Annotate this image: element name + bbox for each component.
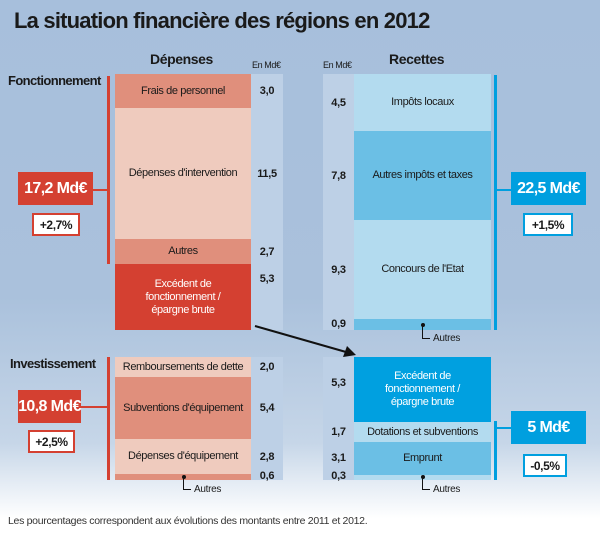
unit-label-left: En Md€ (252, 60, 281, 70)
depenses-header: Dépenses (150, 51, 213, 67)
fonct-depenses-total: 17,2 Md€ (18, 172, 93, 205)
unit-label-right: En Md€ (323, 60, 352, 70)
value: 9,3 (331, 263, 346, 276)
invest-recettes-change: -0,5% (523, 454, 567, 477)
pointer-line (422, 325, 423, 339)
investissement-label: Investissement (10, 356, 96, 371)
autres-callout: Autres (433, 333, 461, 344)
value: 2,8 (259, 450, 275, 463)
block-depenses-equipement: Dépenses d'équipement (115, 439, 251, 474)
fonct-depenses-bracket (107, 76, 110, 264)
fonct-recettes-bracket (494, 75, 497, 330)
fonct-depenses-change: +2,7% (32, 213, 80, 236)
connector (92, 189, 108, 191)
value: 5,3 (331, 377, 346, 389)
recettes-header: Recettes (389, 51, 445, 67)
value: 0,3 (331, 469, 346, 482)
value-column (251, 357, 283, 480)
value: 4,5 (331, 96, 346, 109)
value: 0,6 (259, 469, 275, 482)
fonct-recettes-change: +1,5% (523, 213, 573, 236)
pointer-line (422, 338, 430, 339)
pointer-dot (182, 475, 186, 479)
value: 7,8 (331, 169, 346, 182)
footnote: Les pourcentages correspondent aux évolu… (8, 515, 368, 527)
invest-depenses-total: 10,8 Md€ (18, 390, 81, 423)
value-column (251, 74, 283, 330)
block-depenses-intervention: Dépenses d'intervention (115, 108, 251, 239)
value: 2,0 (259, 361, 275, 373)
value: 0,9 (331, 317, 346, 330)
pointer-dot (421, 475, 425, 479)
pointer-dot (421, 323, 425, 327)
block-subventions-equipement: Subventions d'équipement (115, 377, 251, 439)
value: 3,0 (259, 85, 275, 97)
pointer-line (422, 489, 430, 490)
autres-callout: Autres (433, 484, 461, 495)
block-autres-impots: Autres impôts et taxes (354, 131, 491, 220)
value: 11,5 (257, 167, 277, 180)
page-title: La situation financière des régions en 2… (14, 8, 430, 33)
block-excedent: Excédent de fonctionnement / épargne bru… (115, 264, 251, 330)
autres-callout: Autres (194, 484, 222, 495)
value: 5,3 (259, 273, 275, 285)
block-remboursements: Remboursements de dette (115, 357, 251, 377)
value: 2,7 (259, 245, 275, 258)
pointer-line (183, 489, 191, 490)
value: 5,4 (259, 402, 275, 414)
fonct-recettes-total: 22,5 Md€ (511, 172, 586, 205)
block-excedent-recettes: Excédent de fonctionnement / épargne bru… (354, 357, 491, 422)
block-impots-locaux: Impôts locaux (354, 74, 491, 131)
block-emprunt: Emprunt (354, 442, 491, 475)
block-frais-personnel: Frais de personnel (115, 74, 251, 108)
connector (81, 406, 108, 408)
connector (497, 189, 511, 191)
value: 1,7 (331, 426, 346, 438)
block-concours-etat: Concours de l'Etat (354, 220, 491, 319)
block-autres: Autres (115, 239, 251, 264)
pointer-line (422, 477, 423, 490)
block-dotations: Dotations et subventions (354, 422, 491, 442)
invest-depenses-bracket (107, 357, 110, 480)
invest-depenses-change: +2,5% (28, 430, 75, 453)
invest-recettes-total: 5 Md€ (511, 411, 586, 444)
connector (497, 427, 511, 429)
fonctionnement-label: Fonctionnement (8, 73, 101, 88)
value-column (323, 74, 354, 330)
value-column (323, 357, 354, 480)
invest-recettes-bracket (494, 421, 497, 480)
value: 3,1 (331, 452, 346, 464)
pointer-line (183, 477, 184, 490)
